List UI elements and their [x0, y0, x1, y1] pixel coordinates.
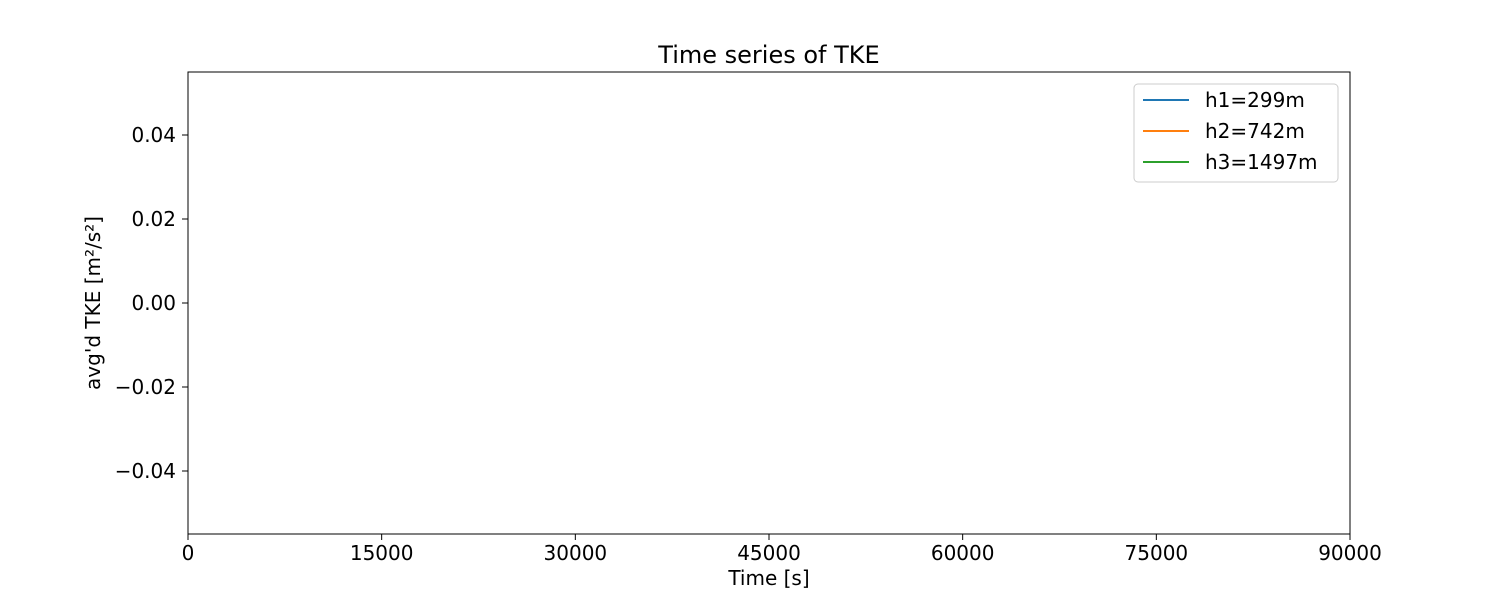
legend-label-1: h1=299m	[1205, 88, 1305, 112]
chart-title: Time series of TKE	[657, 41, 879, 69]
y-tick-label: −0.02	[115, 375, 176, 399]
y-tick-label: 0.04	[131, 123, 176, 147]
x-tick-label: 15000	[350, 541, 414, 565]
x-tick-label: 90000	[1318, 541, 1382, 565]
y-tick-label: 0.02	[131, 207, 176, 231]
x-tick-label: 45000	[737, 541, 801, 565]
y-axis-label: avg'd TKE [m²/s²]	[81, 216, 105, 390]
legend-box	[1133, 83, 1339, 183]
x-tick-label: 0	[182, 541, 195, 565]
x-axis-label: Time [s]	[727, 566, 809, 590]
y-axis-ticks: −0.04 −0.02 0.00 0.02 0.04	[115, 123, 188, 483]
x-tick-label: 60000	[931, 541, 995, 565]
legend: h1=299m h2=742m h3=1497m	[1133, 83, 1339, 183]
legend-label-2: h2=742m	[1205, 119, 1305, 143]
x-tick-label: 30000	[544, 541, 608, 565]
legend-label-3: h3=1497m	[1205, 150, 1318, 174]
x-tick-label: 75000	[1125, 541, 1189, 565]
x-axis-ticks: 0 15000 30000 45000 60000 75000 90000	[182, 534, 1382, 565]
y-tick-label: 0.00	[131, 291, 176, 315]
y-tick-label: −0.04	[115, 459, 176, 483]
